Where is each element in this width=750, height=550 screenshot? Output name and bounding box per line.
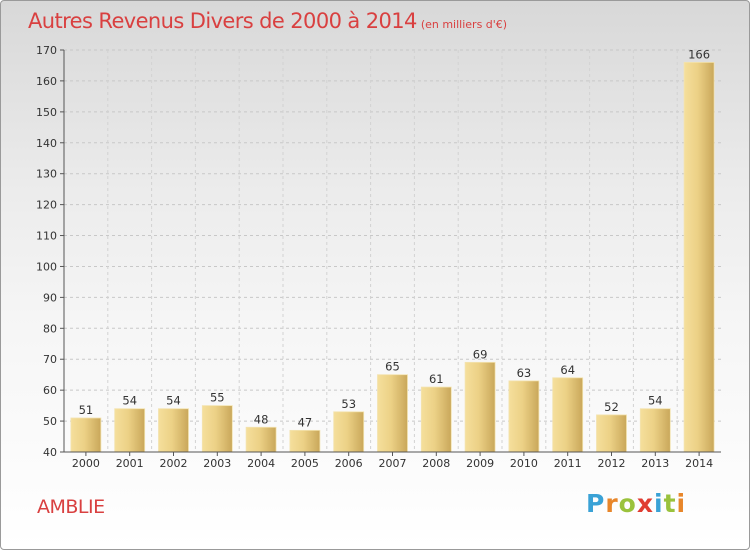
y-tick-label: 160 bbox=[36, 75, 57, 88]
value-label: 53 bbox=[341, 397, 356, 411]
x-tick-label: 2006 bbox=[335, 457, 363, 470]
logo-letter: r bbox=[605, 489, 619, 518]
x-tick-label: 2005 bbox=[291, 457, 319, 470]
value-label: 52 bbox=[604, 400, 619, 414]
y-tick-label: 170 bbox=[36, 44, 57, 57]
value-label: 61 bbox=[429, 372, 444, 386]
value-label: 54 bbox=[648, 394, 663, 408]
logo-letter: o bbox=[618, 489, 637, 518]
bar bbox=[683, 61, 715, 453]
y-tick-label: 60 bbox=[43, 384, 57, 397]
value-label: 64 bbox=[560, 363, 575, 377]
commune-name: AMBLIE bbox=[37, 496, 105, 518]
y-tick-label: 80 bbox=[43, 322, 57, 335]
bar bbox=[552, 377, 584, 453]
value-label: 166 bbox=[688, 47, 710, 61]
x-tick-label: 2009 bbox=[466, 457, 494, 470]
x-tick-label: 2013 bbox=[641, 457, 669, 470]
bar bbox=[70, 417, 102, 453]
x-tick-label: 2012 bbox=[598, 457, 626, 470]
y-tick-label: 100 bbox=[36, 260, 57, 273]
y-tick-label: 110 bbox=[36, 230, 57, 243]
logo-letter: t bbox=[663, 489, 677, 518]
value-label: 63 bbox=[517, 366, 532, 380]
value-label: 69 bbox=[473, 347, 488, 361]
bar bbox=[289, 429, 321, 453]
bar bbox=[377, 374, 408, 453]
bar bbox=[245, 426, 277, 453]
bar bbox=[114, 408, 146, 453]
x-tick-label: 2010 bbox=[510, 457, 538, 470]
logo-letter: P bbox=[586, 489, 606, 518]
bar bbox=[508, 380, 540, 453]
y-tick-label: 40 bbox=[43, 446, 57, 459]
bar bbox=[464, 361, 496, 453]
y-tick-label: 140 bbox=[36, 137, 57, 150]
value-label: 47 bbox=[298, 415, 313, 429]
logo-letter: x bbox=[636, 489, 654, 518]
value-label: 55 bbox=[210, 391, 225, 405]
y-tick-label: 130 bbox=[36, 168, 57, 181]
y-tick-label: 70 bbox=[43, 353, 57, 366]
x-tick-label: 2007 bbox=[379, 457, 407, 470]
x-tick-label: 2004 bbox=[247, 457, 275, 470]
bar bbox=[596, 414, 627, 453]
value-label: 54 bbox=[166, 394, 181, 408]
bar bbox=[201, 405, 233, 453]
x-tick-label: 2000 bbox=[72, 457, 100, 470]
y-tick-label: 90 bbox=[43, 291, 57, 304]
bar bbox=[158, 408, 189, 453]
chart-subtitle: (en milliers d'€) bbox=[420, 18, 508, 31]
x-tick-label: 2008 bbox=[422, 457, 450, 470]
y-tick-label: 120 bbox=[36, 199, 57, 212]
x-tick-label: 2003 bbox=[203, 457, 231, 470]
bar bbox=[420, 386, 452, 453]
x-tick-label: 2014 bbox=[685, 457, 713, 470]
value-label: 65 bbox=[385, 360, 400, 374]
logo-letter: i bbox=[654, 489, 664, 518]
title-text: Autres Revenus Divers de 2000 à 2014 bbox=[28, 9, 417, 33]
y-tick-label: 50 bbox=[43, 415, 57, 428]
proxiti-logo: Proxiti bbox=[586, 489, 686, 518]
bar bbox=[333, 411, 365, 453]
y-tick-label: 150 bbox=[36, 106, 57, 119]
value-label: 51 bbox=[79, 403, 94, 417]
x-tick-label: 2002 bbox=[160, 457, 188, 470]
value-label: 54 bbox=[122, 394, 137, 408]
x-tick-label: 2011 bbox=[554, 457, 582, 470]
chart-title: Autres Revenus Divers de 2000 à 2014 (en … bbox=[28, 9, 507, 33]
bar bbox=[639, 408, 671, 453]
logo-letter: i bbox=[676, 489, 687, 518]
value-label: 48 bbox=[254, 412, 269, 426]
x-tick-label: 2001 bbox=[116, 457, 144, 470]
